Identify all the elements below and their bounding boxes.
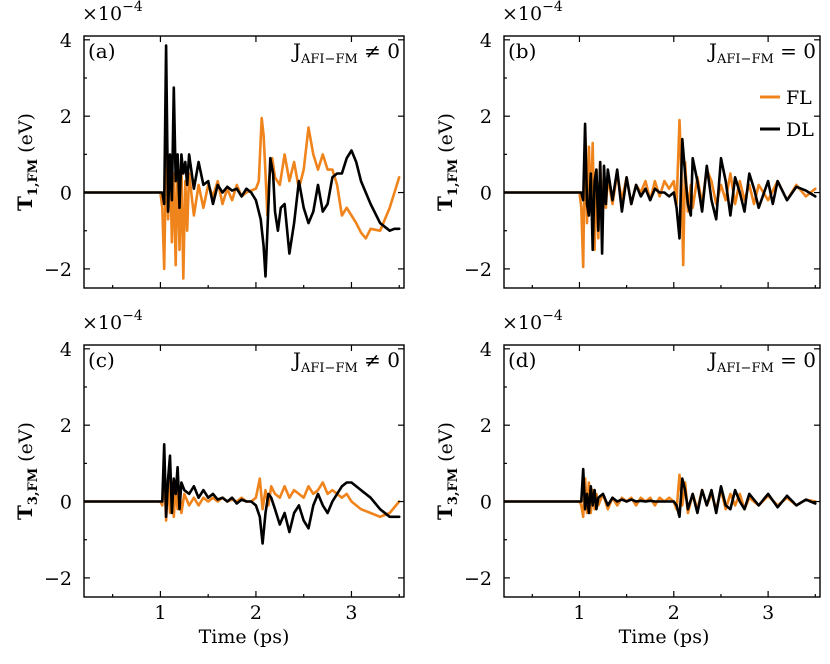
panel1-ytick-label: 0	[60, 183, 72, 205]
panel3-ytick-label: 0	[60, 492, 72, 514]
legend-label-fl: FL	[786, 87, 812, 109]
panel2-y-multiplier-base: ×10	[502, 3, 542, 25]
panel4-xtick-label: 1	[573, 602, 585, 624]
panel4-label: (d)	[508, 348, 536, 372]
panel4-ytick-label: 2	[480, 415, 492, 437]
panel1-frame	[83, 35, 405, 289]
panel1-ytick-label: 4	[60, 30, 72, 52]
panel2-annotation-base: J	[707, 39, 717, 63]
panel4-annotation-base: J	[707, 348, 717, 372]
panel1-ylabel: T1,FM (eV)	[13, 113, 41, 211]
panel1-annotation-base: J	[291, 39, 301, 63]
panel3-xtick-label: 1	[154, 602, 166, 624]
panel2-frame	[503, 35, 821, 289]
x-axis-title-2: Time (ps)	[619, 626, 710, 648]
panel3-ylabel: T3,FM (eV)	[13, 422, 41, 520]
panel3-annotation-sub: AFI−FM	[300, 361, 358, 376]
x-axis-title-1: Time (ps)	[199, 626, 290, 648]
panel3-ylabel-base: T	[13, 505, 37, 520]
panel3-frame	[83, 344, 405, 598]
panel2-ytick-label: 0	[480, 183, 492, 205]
panel4-annotation-sub: AFI−FM	[716, 361, 774, 376]
panel4-y-multiplier: ×10−4	[502, 308, 563, 334]
panel3-ylabel-unit: (eV)	[15, 422, 37, 468]
panel1-ylabel-base: T	[13, 196, 37, 211]
panel1-label: (a)	[88, 39, 116, 63]
panel3-annotation-base: J	[291, 348, 301, 372]
panel2-ytick-label: −2	[464, 259, 492, 281]
panel2-ylabel-sub: 1,FM	[446, 159, 461, 196]
panel2-annotation-sub: AFI−FM	[716, 52, 774, 67]
legend: FL DL	[760, 87, 814, 141]
panel2: −2 0 2 4 ×10−4 T1,FM (eV) (b) JAFI−FM = 0	[433, 0, 821, 289]
panel1-annotation-sub: AFI−FM	[300, 52, 358, 67]
panel2-ylabel: T1,FM (eV)	[433, 113, 461, 211]
panel2-ytick-label: 2	[480, 106, 492, 128]
panel3-annotation: JAFI−FM ≠ 0	[291, 348, 400, 376]
panel3-ytick-label: −2	[44, 568, 72, 590]
panel4-annotation-rel: = 0	[774, 348, 816, 372]
panel3-label: (c)	[88, 348, 115, 372]
panel4-ylabel: T3,FM (eV)	[433, 422, 461, 520]
panel3-ytick-label: 2	[60, 415, 72, 437]
panel3: 1 2 3 −2 0 2 4 ×10−4 T3,FM (eV) (c) JAFI−FM ≠ 0	[13, 308, 405, 624]
panel4-ytick-label: −2	[464, 568, 492, 590]
panel2-series-dl	[504, 122, 817, 255]
panel4-ylabel-unit: (eV)	[435, 422, 457, 468]
panel4-xtick-label: 3	[762, 602, 774, 624]
panel4-ylabel-sub: 3,FM	[446, 468, 461, 505]
panel2-annotation-rel: = 0	[774, 39, 816, 63]
panel1-ytick-label: −2	[44, 259, 72, 281]
panel1-ylabel-sub: 1,FM	[26, 159, 41, 196]
panel4: 1 2 3 −2 0 2 4 ×10−4 T3,FM (eV) (d) JAFI−FM = 0	[433, 308, 821, 624]
panel1: −2 0 2 4 ×10−4 T1,FM (eV) (a) JAFI−FM ≠ 0	[13, 0, 405, 289]
panel2-y-multiplier-exp: −4	[542, 0, 563, 15]
panel3-xtick-label: 3	[345, 602, 357, 624]
panel1-y-multiplier-exp: −4	[122, 0, 143, 15]
panel2-series-fl	[504, 118, 817, 269]
panel4-ytick-label: 4	[480, 339, 492, 361]
panel1-series-fl	[84, 116, 401, 280]
panel2-annotation: JAFI−FM = 0	[707, 39, 816, 67]
panel4-series-dl	[504, 467, 817, 519]
panel4-annotation: JAFI−FM = 0	[707, 348, 816, 376]
panel3-y-multiplier-base: ×10	[82, 312, 122, 334]
panel4-ylabel-base: T	[433, 505, 457, 520]
panel2-ylabel-base: T	[433, 196, 457, 211]
panel1-series-dl	[84, 44, 401, 278]
panel1-y-multiplier: ×10−4	[82, 0, 143, 25]
panel4-xtick-label: 2	[668, 602, 680, 624]
panel4-frame	[503, 344, 821, 598]
panel3-y-multiplier: ×10−4	[82, 308, 143, 334]
panel3-ytick-label: 4	[60, 339, 72, 361]
panel3-xtick-label: 2	[250, 602, 262, 624]
panel1-ytick-label: 2	[60, 106, 72, 128]
panel3-annotation-rel: ≠ 0	[358, 348, 400, 372]
panel3-ylabel-sub: 3,FM	[26, 468, 41, 505]
panel1-y-multiplier-base: ×10	[82, 3, 122, 25]
panel3-y-multiplier-exp: −4	[122, 308, 143, 324]
panel2-ytick-label: 4	[480, 30, 492, 52]
panel1-annotation: JAFI−FM ≠ 0	[291, 39, 400, 67]
panel1-ylabel-unit: (eV)	[15, 113, 37, 159]
panel4-ytick-label: 0	[480, 492, 492, 514]
panel2-ylabel-unit: (eV)	[435, 113, 457, 159]
panel4-y-multiplier-base: ×10	[502, 312, 542, 334]
panel1-annotation-rel: ≠ 0	[358, 39, 400, 63]
legend-label-dl: DL	[786, 119, 814, 141]
panel4-y-multiplier-exp: −4	[542, 308, 563, 324]
panel3-series-dl	[84, 443, 401, 545]
panel2-label: (b)	[508, 39, 536, 63]
panel3-series-fl	[84, 469, 401, 522]
panel2-y-multiplier: ×10−4	[502, 0, 563, 25]
